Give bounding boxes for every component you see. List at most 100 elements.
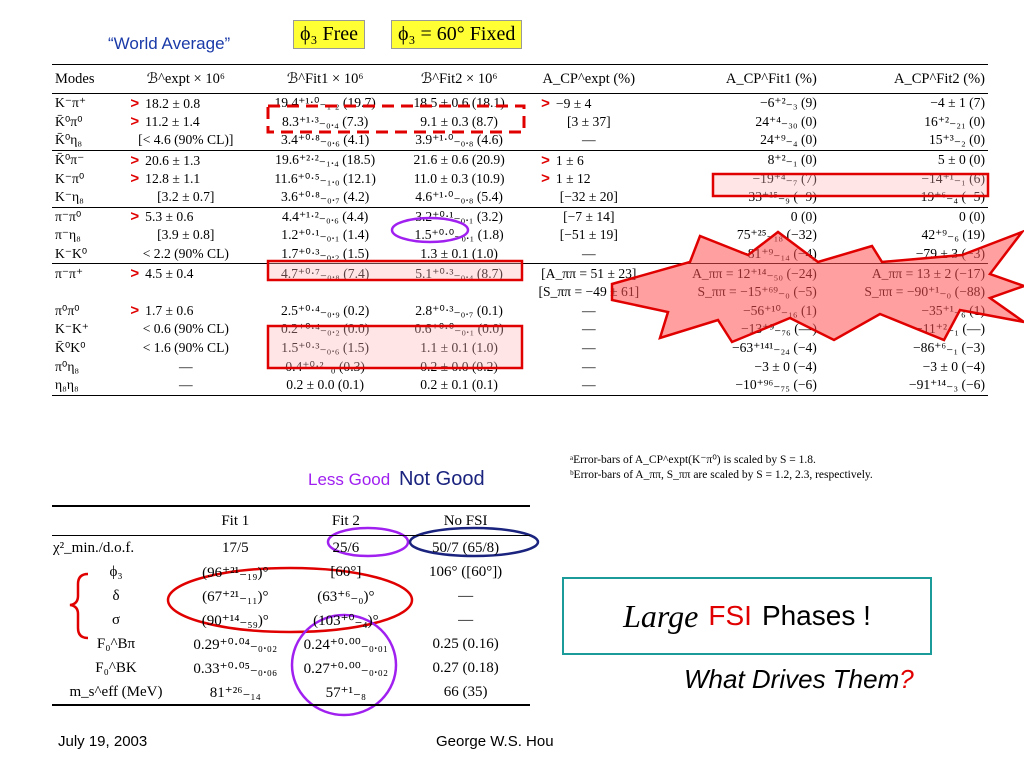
main-table-row: K̄⁰π⁰ >11.2 ± 1.4 8.3⁺¹·³₋₀.₄ (7.3) 9.1 ± 0…	[52, 113, 988, 132]
cell-text: 4.4⁺¹·²₋₀.₆ (4.4)	[281, 208, 369, 224]
cell-b-expt: —	[116, 375, 256, 396]
cell-acp-fit1: −3 ± 0 (−4)	[654, 357, 819, 376]
main-table-row: K̄⁰η₈ [< 4.6 (90% CL)] 3.4⁺⁰·⁸₋₀.₆ (4.1) 3.…	[52, 131, 988, 150]
cell-text: 24⁺⁹₋₄ (0)	[760, 132, 817, 148]
cell-b-fit2: 0.6⁺⁰·⁰₋₀.₁ (0.0)	[395, 320, 523, 339]
cell-text: A_ππ = 12⁺¹⁴₋₅₀ (−24)	[692, 265, 817, 281]
red-arrow-mark: >	[130, 151, 140, 169]
main-table-row: K̄⁰K⁰ < 1.6 (90% CL) 1.5⁺⁰·³₋₀.₆ (1.5) 1.1 …	[52, 339, 988, 358]
cell-text: K̄⁰K⁰	[55, 340, 86, 356]
cell-text: 9.1 ± 0.3 (8.7)	[420, 113, 498, 129]
cell-text: 0 (0)	[790, 208, 817, 224]
cell-b-expt: >11.2 ± 1.4	[116, 113, 255, 132]
main-table-row: K⁻K⁰ < 2.2 (90% CL) 1.7⁺⁰·³₋₀.₂ (1.5) 1.3 ±…	[52, 245, 988, 264]
cell-acp-expt: —	[523, 245, 654, 264]
fit-parameters-table: Fit 1 Fit 2 No FSI χ²_min./d.o.f. 17/5 25/…	[52, 505, 530, 706]
cell-acp-expt: [−51 ± 19]	[523, 226, 654, 245]
fit-param-value: 0.24⁺⁰·⁰⁰₋₀.₀₁	[303, 636, 389, 653]
fit-param-name: m_s^eff (MeV)	[52, 680, 181, 706]
cell-mode: K̄⁰K⁰	[52, 339, 116, 358]
cell-b-fit1: 8.3⁺¹·³₋₀.₄ (7.3)	[255, 113, 395, 132]
cell-text: 11.2 ± 1.4	[145, 114, 200, 130]
cell-text: S_ππ = −15⁺⁶⁹₋₀ (−5)	[697, 284, 817, 300]
cell-text: 0.2 ± 0.0 (0.2)	[420, 358, 498, 374]
cell-mode: K⁻η₈	[52, 188, 116, 207]
cell-b-fit2: 2.8⁺⁰·³₋₀.₇ (0.1)	[395, 302, 523, 321]
cell-text: −11⁺²₋₁ (—)	[915, 321, 985, 337]
red-arrow-mark: >	[130, 94, 140, 112]
cell-acp-fit2: 19⁺⁶₋₄ (−5)	[820, 188, 988, 207]
fit-param-value: [60°]	[330, 563, 362, 580]
cell-b-fit2	[395, 283, 523, 302]
cell-mode	[52, 283, 116, 302]
main-table-row: η₈η₈ — 0.2 ± 0.0 (0.1) 0.2 ± 0.1 (0.1) — −10⁺…	[52, 375, 988, 396]
fit-param-value: (96⁺²¹₋₁₉)°	[202, 564, 269, 581]
cell-text: 1.7⁺⁰·³₋₀.₂ (1.5)	[281, 246, 369, 262]
cell-b-fit1: 19.4⁺¹·⁰₋₁.₂ (19.7)	[255, 94, 395, 113]
cell-text: −79 ± 3 (−3)	[915, 246, 985, 262]
cell-b-fit1: 2.5⁺⁰·⁴₋₀.₉ (0.2)	[255, 302, 395, 321]
cell-b-fit1: 11.6⁺⁰·⁵₋₁.₀ (12.1)	[255, 169, 395, 188]
cell-text: [−51 ± 19]	[559, 227, 618, 243]
cell-text: K⁻π⁺	[55, 95, 87, 111]
main-table-row: π⁰π⁰ >1.7 ± 0.6 2.5⁺⁰·⁴₋₀.₉ (0.2) 2.8⁺⁰·³₋₀…	[52, 302, 988, 321]
cell-acp-expt: —	[523, 131, 654, 150]
red-arrow-mark: >	[130, 265, 140, 283]
red-arrow-mark: >	[130, 113, 140, 131]
phi3-free-box: ϕ₃ Free	[293, 20, 366, 49]
cell-text: 1.1 ± 0.1 (1.0)	[420, 340, 498, 356]
cell-b-fit2: 5.1⁺⁰·³₋₀.₄ (8.7)	[395, 263, 524, 283]
cell-text: [S_ππ = −49 ± 61]	[538, 284, 640, 300]
cell-mode: π⁻π⁰	[52, 206, 117, 227]
cell-text: 21.6 ± 0.6 (20.9)	[413, 152, 505, 168]
cell-text: < 2.2 (90% CL)	[142, 246, 229, 262]
large-fsi-phases-callout: Large FSI Phases !	[562, 577, 932, 655]
cell-text: 16⁺²₋₂₁ (0)	[924, 113, 985, 129]
cell-mode: π⁰η₈	[52, 357, 116, 376]
fit-param-value: 0.27⁺⁰·⁰⁰₋₀.₀₂	[303, 660, 389, 677]
cell-text: 3.2⁺⁰·¹₋₀.₁ (3.2)	[415, 208, 503, 224]
fit-table-row: F₀^Bπ 0.29⁺⁰·⁰⁴₋₀.₀₂ 0.24⁺⁰·⁰⁰₋₀.₀₁ 0.25 (0…	[52, 632, 530, 656]
cell-acp-fit2: 5 ± 0 (0)	[819, 149, 988, 170]
cell-text: 0.6⁺⁰·⁰₋₀.₁ (0.0)	[414, 321, 504, 337]
cell-text: −91⁺¹⁴₋₃ (−6)	[908, 377, 985, 393]
fit-param-value: (103⁺⁰₋₄)°	[313, 612, 379, 629]
cell-acp-fit1: 24⁺⁹₋₄ (0)	[654, 131, 819, 150]
cell-text: [3.2 ± 0.7]	[157, 189, 215, 205]
cell-text: 1.7 ± 0.6	[145, 303, 194, 319]
cell-text: −35⁺¹₋₆ (1)	[921, 302, 985, 318]
cell-text: 19⁺⁶₋₄ (−5)	[920, 189, 985, 205]
cell-acp-fit1: −63⁺¹⁴¹₋₂₄ (−4)	[654, 339, 819, 358]
cell-text: π⁻η₈	[55, 227, 81, 243]
cell-b-expt: >4.5 ± 0.4	[116, 263, 256, 283]
cell-acp-fit1: −6⁺²₋₃ (9)	[654, 94, 819, 113]
cell-text: 1 ± 6	[555, 152, 584, 168]
cell-acp-fit1: −81⁺⁹₋₁₄ (−4)	[654, 245, 819, 264]
main-table-row: K⁻π⁰ >12.8 ± 1.1 11.6⁺⁰·⁵₋₁.₀ (12.1) 11.0 ±…	[52, 169, 988, 188]
cell-acp-fit2: 42⁺⁹₋₆ (19)	[820, 226, 988, 245]
fit-param-value: (63⁺⁶₋₀)°	[317, 588, 375, 605]
cell-b-fit2: 1.3 ± 0.1 (1.0)	[395, 245, 523, 264]
col-header-acp-fit1: A_CP^Fit1 (%)	[654, 64, 820, 94]
cell-text: 33⁺¹⁵₋₉ (−9)	[748, 189, 817, 205]
cell-acp-fit1: 0 (0)	[654, 206, 820, 227]
cell-text: 1.5⁺⁰·³₋₀.₆ (1.5)	[281, 340, 369, 356]
cell-b-fit2: 1.1 ± 0.1 (1.0)	[395, 339, 523, 358]
fit-header-nofsi: No FSI	[401, 505, 530, 536]
cell-text: 2.8⁺⁰·³₋₀.₇ (0.1)	[415, 302, 503, 318]
col-header-bfit2: ℬ^Fit2 × 10⁶	[395, 64, 524, 94]
less-good-label: Less Good	[308, 470, 391, 489]
cell-text: −63⁺¹⁴¹₋₂₄ (−4)	[731, 340, 817, 356]
cell-text: π⁰π⁰	[55, 302, 80, 318]
red-arrow-mark: >	[130, 170, 140, 188]
cell-text: —	[582, 321, 596, 337]
cell-text: π⁻π⁰	[55, 208, 82, 224]
cell-text: [−32 ± 20]	[559, 189, 618, 205]
cell-acp-fit2: −79 ± 3 (−3)	[820, 245, 988, 264]
cell-text: −3 ± 0 (−4)	[754, 358, 817, 374]
cell-b-expt: >12.8 ± 1.1	[116, 169, 255, 188]
cell-b-fit2: 0.2 ± 0.0 (0.2)	[395, 357, 523, 376]
cell-b-fit1: 3.4⁺⁰·⁸₋₀.₆ (4.1)	[255, 131, 395, 150]
cell-acp-expt: [−7 ± 14]	[523, 206, 655, 227]
cell-text: [3.9 ± 0.8]	[157, 227, 215, 243]
